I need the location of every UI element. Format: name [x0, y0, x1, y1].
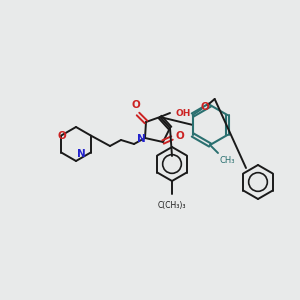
- Text: N: N: [76, 149, 85, 159]
- Text: C(CH₃)₃: C(CH₃)₃: [158, 201, 186, 210]
- Text: O: O: [200, 102, 209, 112]
- Text: O: O: [58, 131, 66, 141]
- Text: O: O: [175, 131, 184, 141]
- Text: N: N: [136, 134, 146, 144]
- Text: OH: OH: [176, 109, 191, 118]
- Text: O: O: [132, 100, 140, 110]
- Text: CH₃: CH₃: [220, 156, 236, 165]
